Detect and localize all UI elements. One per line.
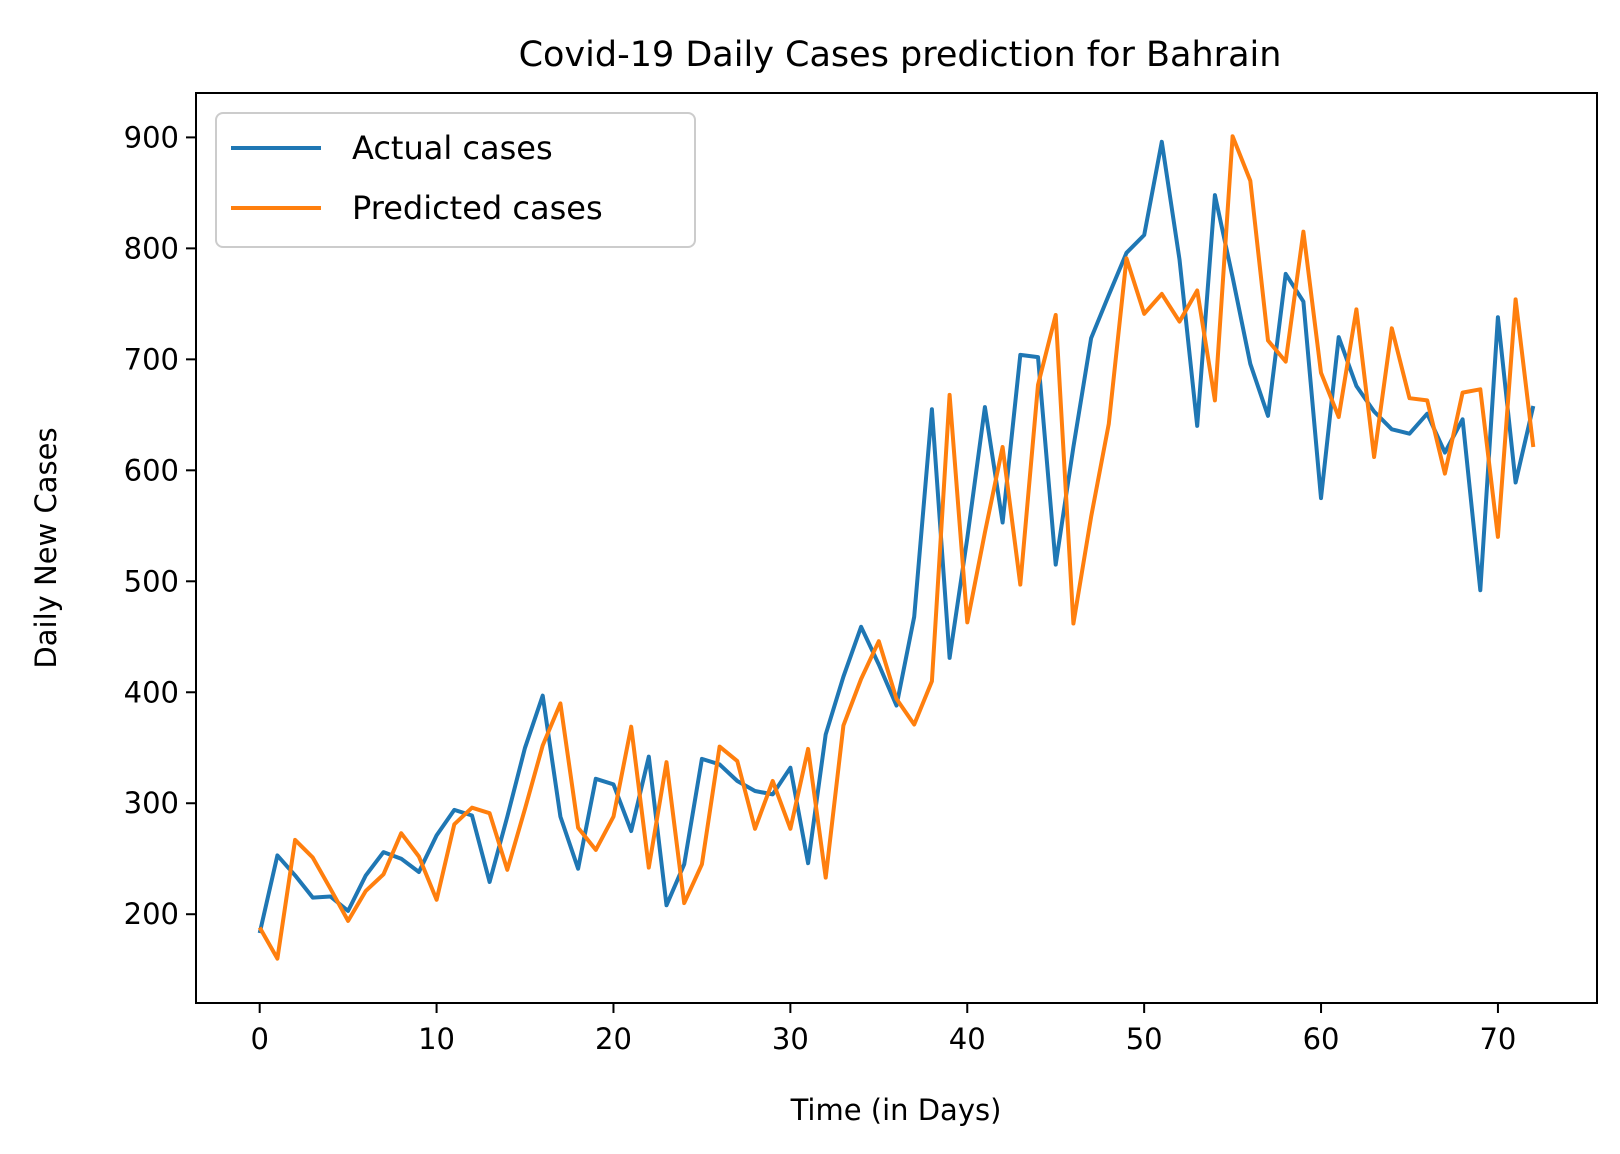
- x-tick-label: 0: [250, 1022, 268, 1056]
- series-line-predicted: [257, 134, 1536, 961]
- legend-label-predicted: Predicted cases: [352, 189, 603, 227]
- y-axis-label: Daily New Cases: [29, 427, 63, 668]
- y-tick-label: 700: [124, 342, 179, 376]
- chart-title: Covid-19 Daily Cases prediction for Bahr…: [519, 35, 1282, 75]
- y-axis-ticks: 200 300 400 500 600 700 800 900: [124, 120, 196, 931]
- x-axis-ticks: 0 10 20 30 40 50 60 70: [250, 1003, 1516, 1056]
- legend: Actual cases Predicted cases: [215, 112, 696, 248]
- x-axis-label: Time (in Days): [790, 1093, 1002, 1127]
- legend-label-actual: Actual cases: [352, 129, 553, 167]
- legend-box: [215, 112, 696, 248]
- y-tick-label: 400: [124, 675, 179, 709]
- x-tick-label: 60: [1303, 1022, 1340, 1056]
- y-tick-label: 500: [124, 564, 179, 598]
- y-tick-label: 800: [124, 231, 179, 265]
- y-tick-label: 300: [124, 786, 179, 820]
- x-tick-label: 50: [1126, 1022, 1163, 1056]
- x-tick-label: 40: [949, 1022, 986, 1056]
- axes-frame: [195, 92, 1598, 1004]
- x-tick-label: 20: [595, 1022, 632, 1056]
- series-line-actual: [257, 139, 1536, 934]
- x-tick-label: 70: [1479, 1022, 1516, 1056]
- y-tick-label: 200: [124, 897, 179, 931]
- x-tick-label: 10: [418, 1022, 455, 1056]
- plot-lines: [257, 134, 1536, 961]
- x-tick-label: 30: [772, 1022, 809, 1056]
- y-tick-label: 900: [124, 120, 179, 154]
- y-tick-label: 600: [124, 453, 179, 487]
